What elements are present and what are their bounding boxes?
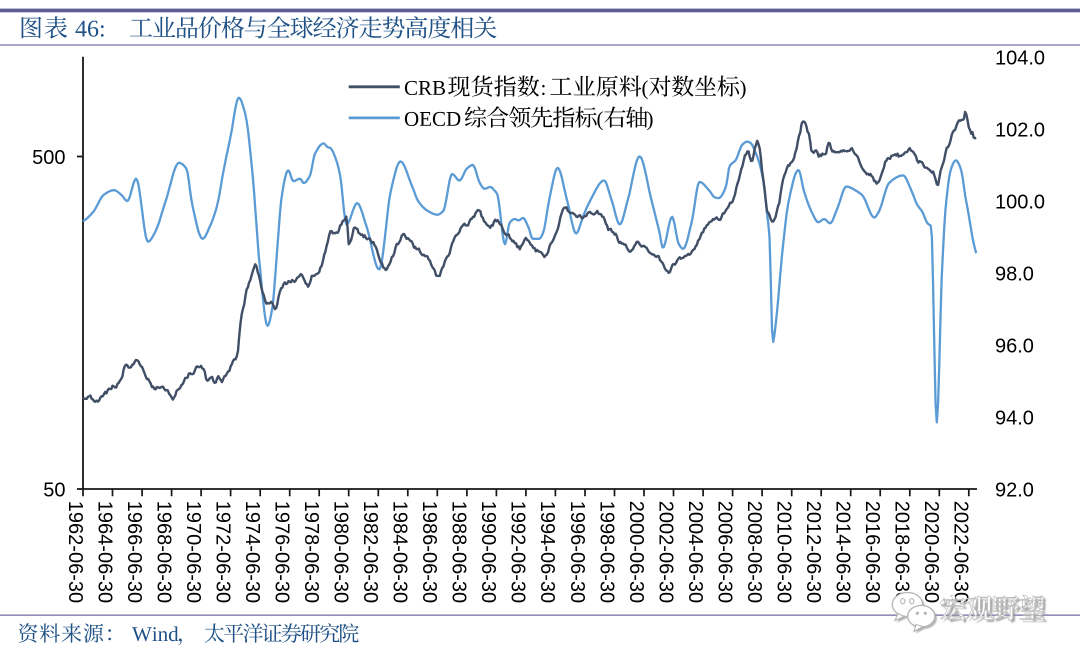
svg-text:94.0: 94.0 [995, 407, 1034, 429]
svg-text:2012-06-30: 2012-06-30 [802, 501, 824, 603]
svg-text:1986-06-30: 1986-06-30 [418, 501, 440, 603]
svg-text:1964-06-30: 1964-06-30 [93, 501, 115, 603]
svg-text:1962-06-30: 1962-06-30 [64, 501, 86, 603]
svg-text:96.0: 96.0 [995, 335, 1034, 357]
svg-text:2014-06-30: 2014-06-30 [832, 501, 854, 603]
svg-text:100.0: 100.0 [995, 191, 1045, 213]
svg-text:1970-06-30: 1970-06-30 [182, 501, 204, 603]
svg-text:2008-06-30: 2008-06-30 [743, 501, 765, 603]
svg-text:1974-06-30: 1974-06-30 [241, 501, 263, 603]
svg-text:1990-06-30: 1990-06-30 [477, 501, 499, 603]
svg-text:98.0: 98.0 [995, 263, 1034, 285]
svg-text:2010-06-30: 2010-06-30 [773, 501, 795, 603]
svg-text:1968-06-30: 1968-06-30 [152, 501, 174, 603]
svg-text:2018-06-30: 2018-06-30 [891, 501, 913, 603]
svg-text:1998-06-30: 1998-06-30 [595, 501, 617, 603]
svg-text:2022-06-30: 2022-06-30 [950, 501, 972, 603]
svg-text:1992-06-30: 1992-06-30 [507, 501, 529, 603]
svg-text:92.0: 92.0 [995, 479, 1034, 501]
svg-text:1984-06-30: 1984-06-30 [389, 501, 411, 603]
svg-text:1980-06-30: 1980-06-30 [330, 501, 352, 603]
svg-text:2020-06-30: 2020-06-30 [920, 501, 942, 603]
svg-text:1988-06-30: 1988-06-30 [448, 501, 470, 603]
svg-text:2000-06-30: 2000-06-30 [625, 501, 647, 603]
svg-text:104.0: 104.0 [995, 47, 1045, 69]
svg-text:102.0: 102.0 [995, 119, 1045, 141]
svg-text:2006-06-30: 2006-06-30 [713, 501, 735, 603]
svg-text:2004-06-30: 2004-06-30 [684, 501, 706, 603]
svg-text:1978-06-30: 1978-06-30 [300, 501, 322, 603]
svg-text:1972-06-30: 1972-06-30 [211, 501, 233, 603]
svg-text:1982-06-30: 1982-06-30 [359, 501, 381, 603]
svg-text:1996-06-30: 1996-06-30 [566, 501, 588, 603]
svg-text:50: 50 [43, 479, 65, 501]
svg-text:1994-06-30: 1994-06-30 [536, 501, 558, 603]
svg-text:1976-06-30: 1976-06-30 [271, 501, 293, 603]
svg-text:2016-06-30: 2016-06-30 [861, 501, 883, 603]
svg-text:500: 500 [32, 147, 65, 169]
svg-text:1966-06-30: 1966-06-30 [123, 501, 145, 603]
svg-text:2002-06-30: 2002-06-30 [654, 501, 676, 603]
